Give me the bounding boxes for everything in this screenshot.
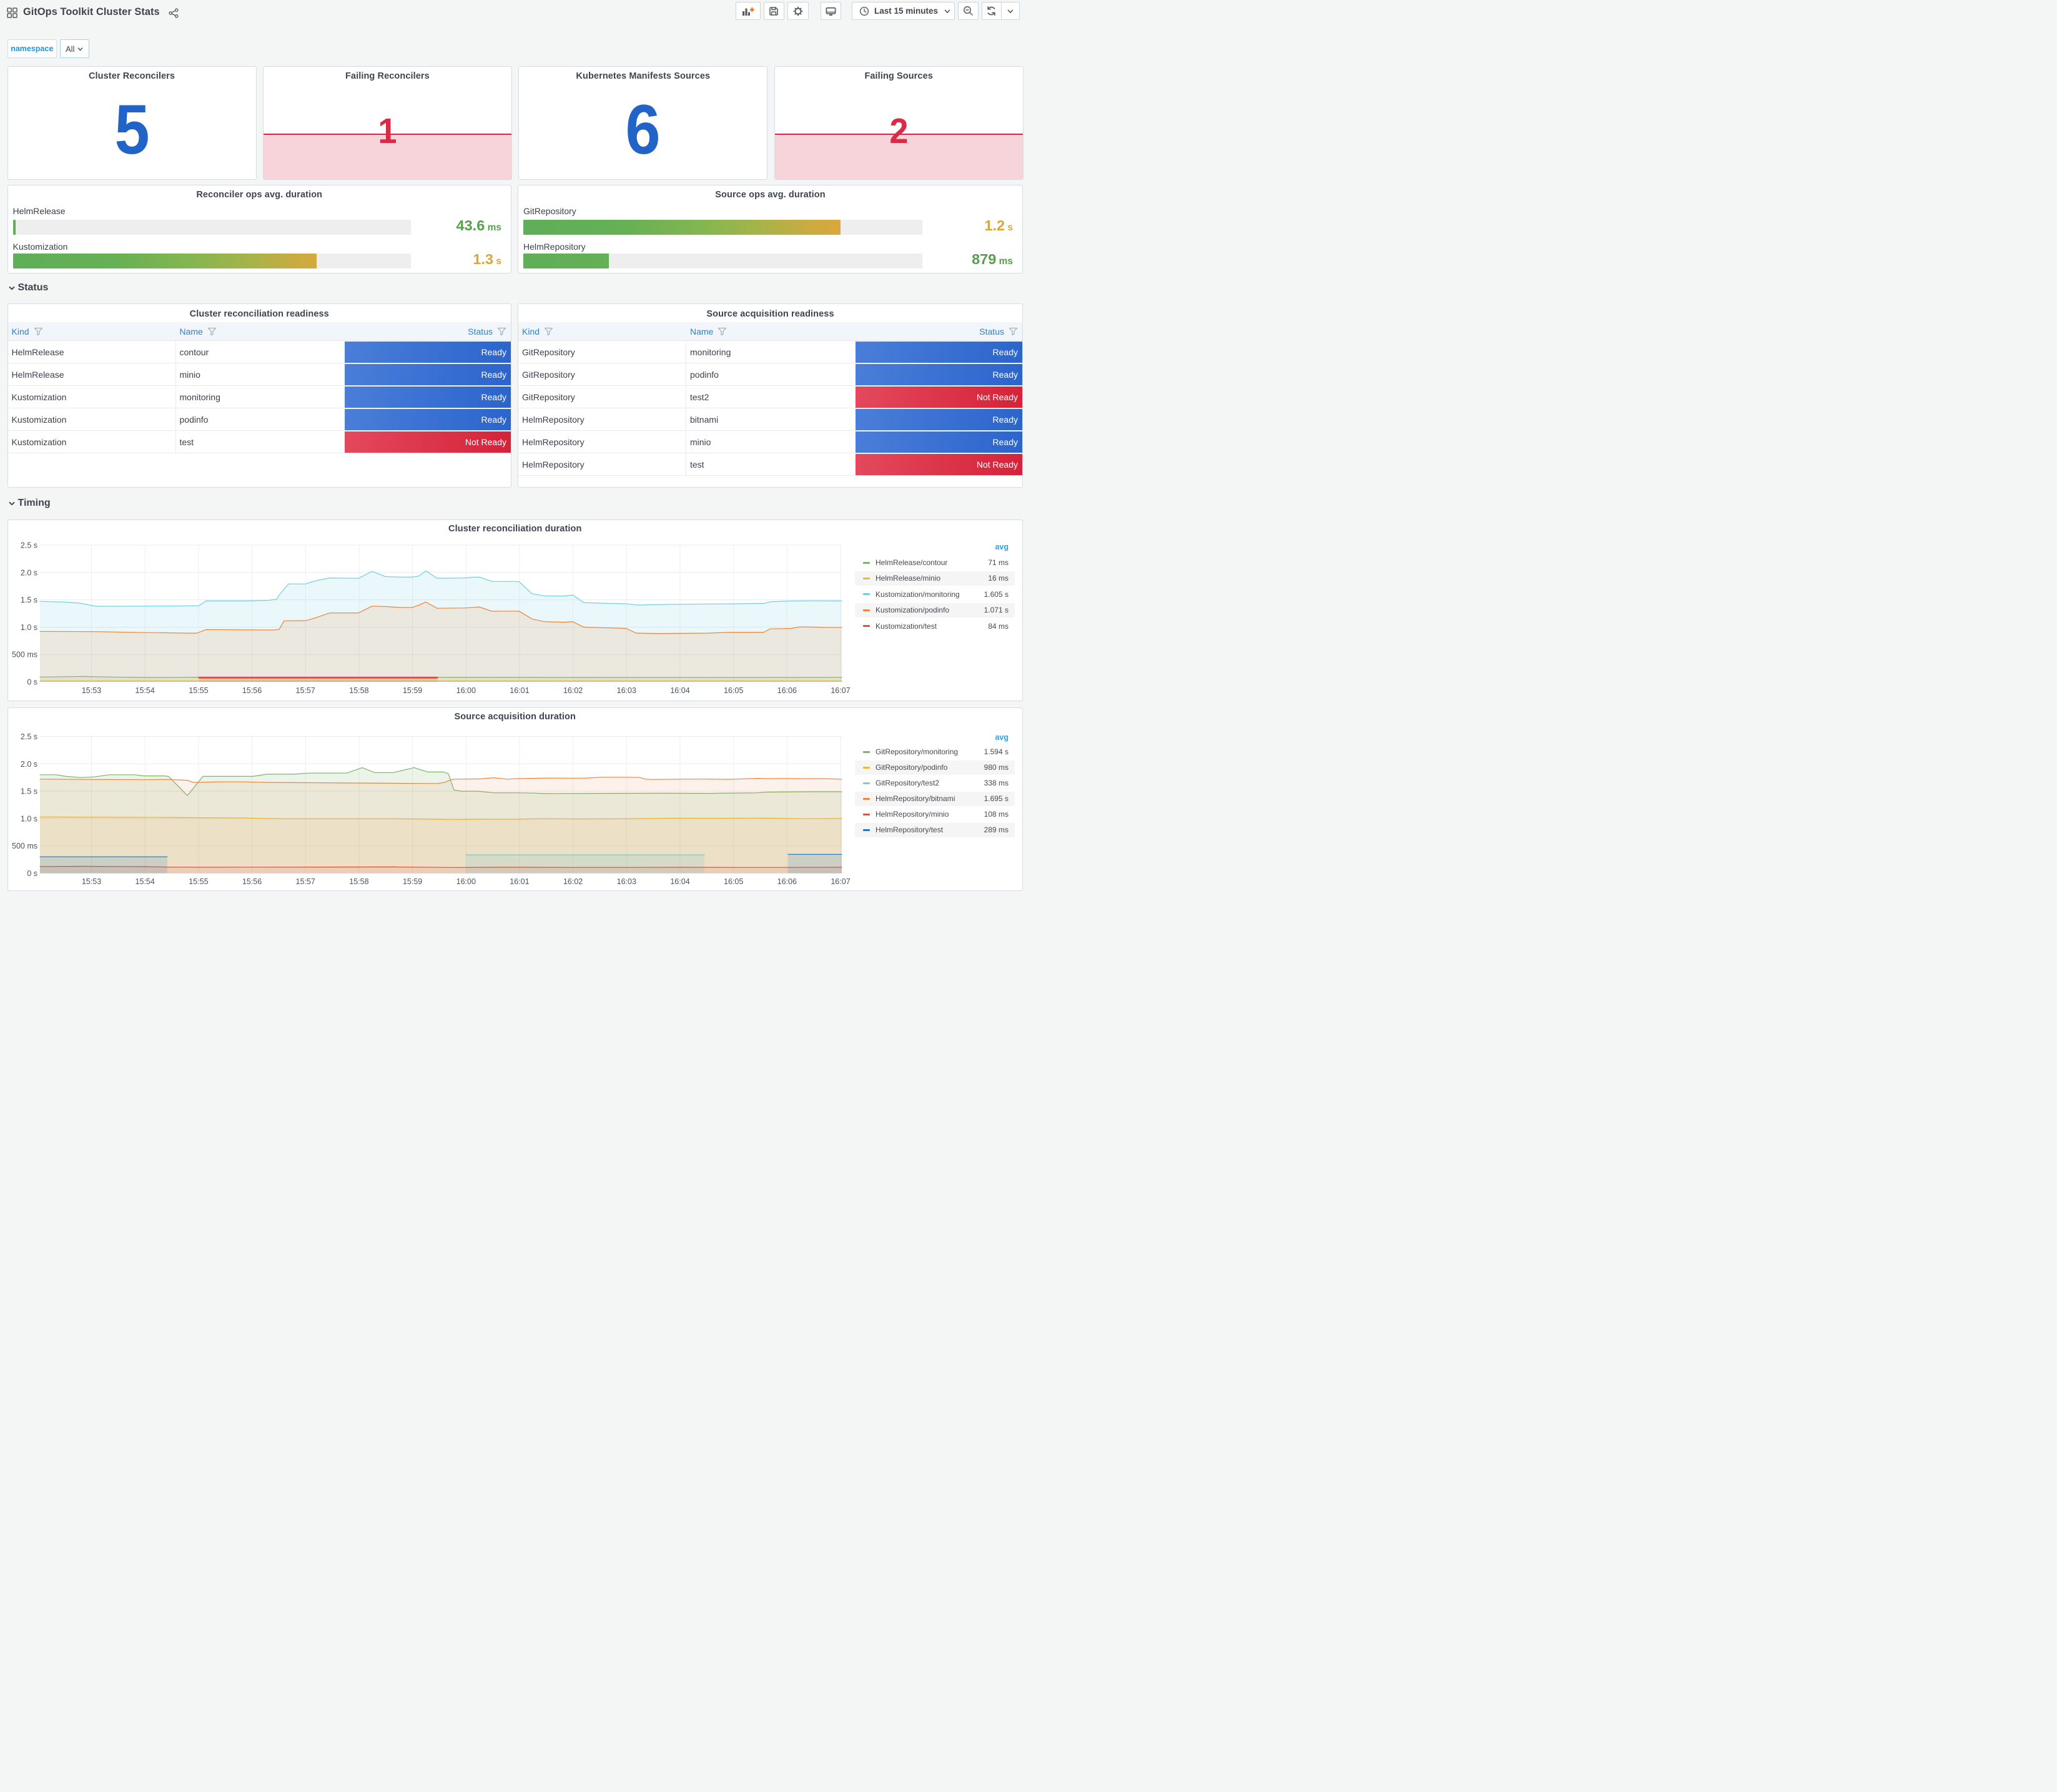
svg-text:16:01: 16:01 — [510, 877, 529, 886]
svg-text:15:54: 15:54 — [136, 686, 155, 695]
svg-text:15:58: 15:58 — [349, 877, 368, 886]
svg-text:1.5 s: 1.5 s — [21, 787, 37, 796]
svg-text:2.0 s: 2.0 s — [21, 568, 37, 577]
svg-text:16:07: 16:07 — [831, 686, 850, 695]
svg-text:15:54: 15:54 — [136, 877, 155, 886]
svg-text:1.0 s: 1.0 s — [21, 623, 37, 632]
svg-text:15:53: 15:53 — [82, 877, 101, 886]
svg-text:16:05: 16:05 — [724, 877, 743, 886]
svg-text:16:06: 16:06 — [777, 686, 797, 695]
svg-text:15:59: 15:59 — [403, 877, 422, 886]
svg-text:16:03: 16:03 — [617, 686, 636, 695]
svg-text:0 s: 0 s — [27, 678, 37, 687]
svg-text:2.5 s: 2.5 s — [21, 732, 37, 741]
svg-text:16:01: 16:01 — [510, 686, 529, 695]
svg-text:1.5 s: 1.5 s — [21, 596, 37, 604]
svg-text:16:04: 16:04 — [670, 686, 689, 695]
svg-text:16:05: 16:05 — [724, 686, 743, 695]
svg-text:2.5 s: 2.5 s — [21, 541, 37, 550]
svg-text:15:59: 15:59 — [403, 686, 422, 695]
svg-text:15:57: 15:57 — [296, 686, 315, 695]
svg-text:16:07: 16:07 — [831, 877, 850, 886]
svg-text:16:03: 16:03 — [617, 877, 636, 886]
svg-text:0 s: 0 s — [27, 869, 37, 878]
svg-text:16:04: 16:04 — [670, 877, 689, 886]
svg-text:500 ms: 500 ms — [12, 651, 37, 659]
svg-text:16:06: 16:06 — [777, 877, 797, 886]
svg-text:16:02: 16:02 — [563, 877, 583, 886]
svg-text:16:02: 16:02 — [563, 686, 583, 695]
svg-text:15:56: 15:56 — [242, 877, 262, 886]
svg-text:15:55: 15:55 — [189, 686, 208, 695]
svg-text:16:00: 16:00 — [456, 686, 476, 695]
svg-text:15:53: 15:53 — [82, 686, 101, 695]
svg-text:15:58: 15:58 — [349, 686, 368, 695]
svg-text:500 ms: 500 ms — [12, 842, 37, 850]
svg-text:15:56: 15:56 — [242, 686, 262, 695]
svg-text:15:55: 15:55 — [189, 877, 208, 886]
svg-text:15:57: 15:57 — [296, 877, 315, 886]
svg-text:16:00: 16:00 — [456, 877, 476, 886]
svg-text:1.0 s: 1.0 s — [21, 814, 37, 823]
svg-text:2.0 s: 2.0 s — [21, 760, 37, 769]
